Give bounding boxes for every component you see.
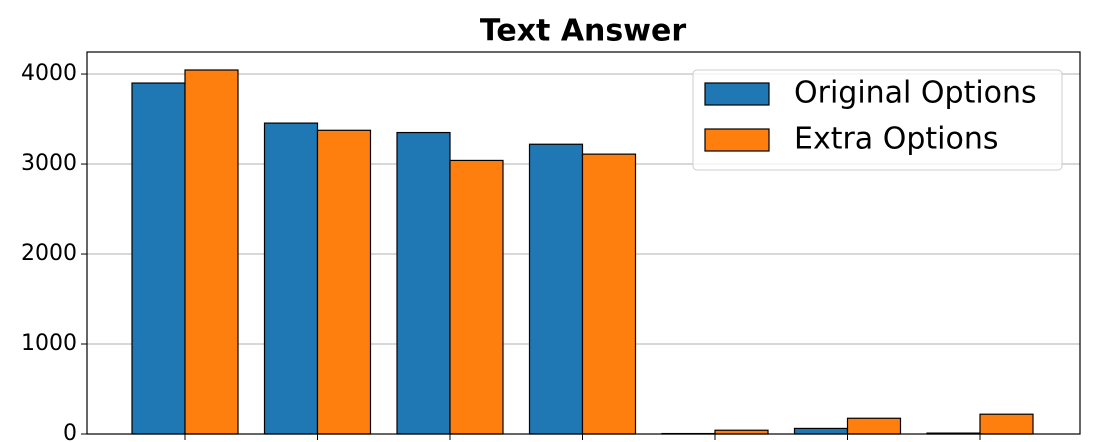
legend-swatch (704, 82, 770, 106)
legend-label: Extra Options (794, 122, 998, 157)
bar (581, 153, 637, 435)
legend-swatch (704, 128, 770, 152)
bar (793, 427, 849, 435)
plot-frame (86, 51, 1081, 435)
bar (449, 159, 504, 435)
bar (131, 82, 186, 435)
chart-title: Text Answer (480, 14, 686, 49)
y-tick-label: 1000 (21, 331, 77, 356)
y-tick-label: 0 (63, 421, 77, 442)
x-tick-label: B (307, 440, 328, 442)
x-tick-label: A (175, 440, 196, 442)
bar (396, 131, 451, 435)
legend-label: Original Options (794, 76, 1037, 111)
x-tick-label: D (571, 440, 594, 442)
y-tick-label: 3000 (21, 151, 77, 176)
bar (263, 122, 319, 435)
bar (184, 69, 239, 435)
bar (846, 417, 902, 435)
bar (528, 143, 584, 435)
y-tick-label: 2000 (21, 241, 77, 266)
bar (979, 413, 1034, 435)
x-tick-label: C (440, 440, 461, 442)
y-tick-label: 4000 (21, 61, 77, 86)
legend-box (692, 69, 1063, 171)
bar (316, 129, 372, 435)
